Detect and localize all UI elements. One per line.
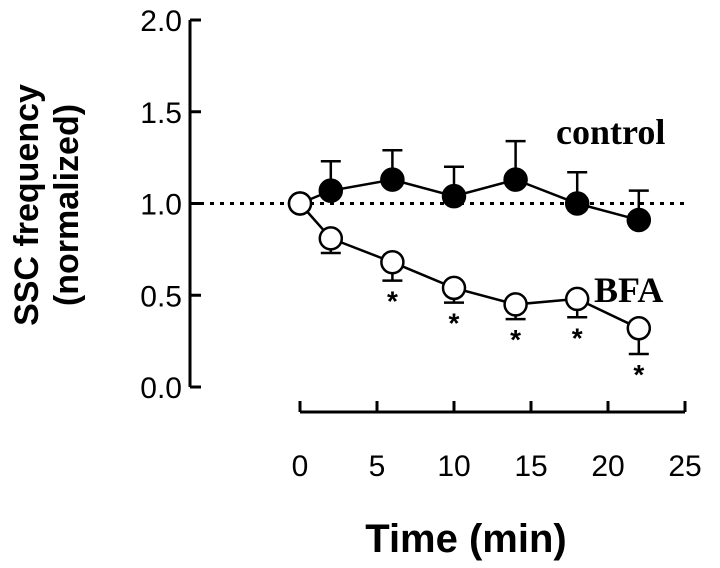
x-tick-label: 15: [514, 450, 547, 483]
data-point: [564, 286, 590, 312]
significance-marker: *: [387, 286, 398, 317]
x-tick-label: 10: [437, 450, 470, 483]
x-tick-label: 25: [668, 450, 701, 483]
data-point: [441, 183, 467, 209]
series-control: [287, 139, 652, 233]
data-point: [380, 249, 405, 275]
y-tick-label: 1.0: [140, 189, 182, 222]
x-tick-label: 0: [292, 450, 309, 483]
y-tick-label: 0.5: [140, 280, 182, 313]
x-tick-label: 20: [591, 450, 624, 483]
significance-marker: *: [510, 324, 521, 355]
significance-marker: *: [449, 308, 460, 339]
y-axis-title-line2: (normalized): [48, 104, 86, 306]
labels-layer: control BFA Time (min) SSC frequency (no…: [8, 84, 665, 561]
series-line: [299, 202, 640, 330]
y-tick-label: 0.0: [140, 372, 182, 405]
series-label-control: control: [556, 112, 665, 152]
significance-marker: *: [633, 359, 644, 390]
data-point: [626, 207, 652, 233]
data-point: [318, 226, 344, 251]
data-point: [503, 167, 528, 192]
data-point: [503, 292, 528, 317]
x-axis-title: Time (min): [365, 517, 567, 561]
axes: 0.0 0.5 1.0 1.5 2.0 0 5 10 15 20 25: [140, 5, 701, 483]
series-label-bfa: BFA: [594, 270, 663, 310]
y-axis-title-line1: SSC frequency: [8, 84, 46, 326]
series-bfa: * * * * *: [287, 191, 652, 390]
series-layer: * * * * *: [287, 139, 652, 390]
data-point: [287, 191, 313, 216]
data-point: [441, 275, 467, 301]
x-tick-label: 5: [369, 450, 386, 483]
data-point: [380, 167, 405, 192]
data-point: [626, 316, 652, 341]
y-tick-label: 1.5: [140, 97, 182, 130]
y-tick-label: 2.0: [140, 5, 182, 38]
data-point: [564, 191, 590, 216]
data-point: [318, 178, 344, 203]
significance-marker: *: [572, 322, 583, 353]
